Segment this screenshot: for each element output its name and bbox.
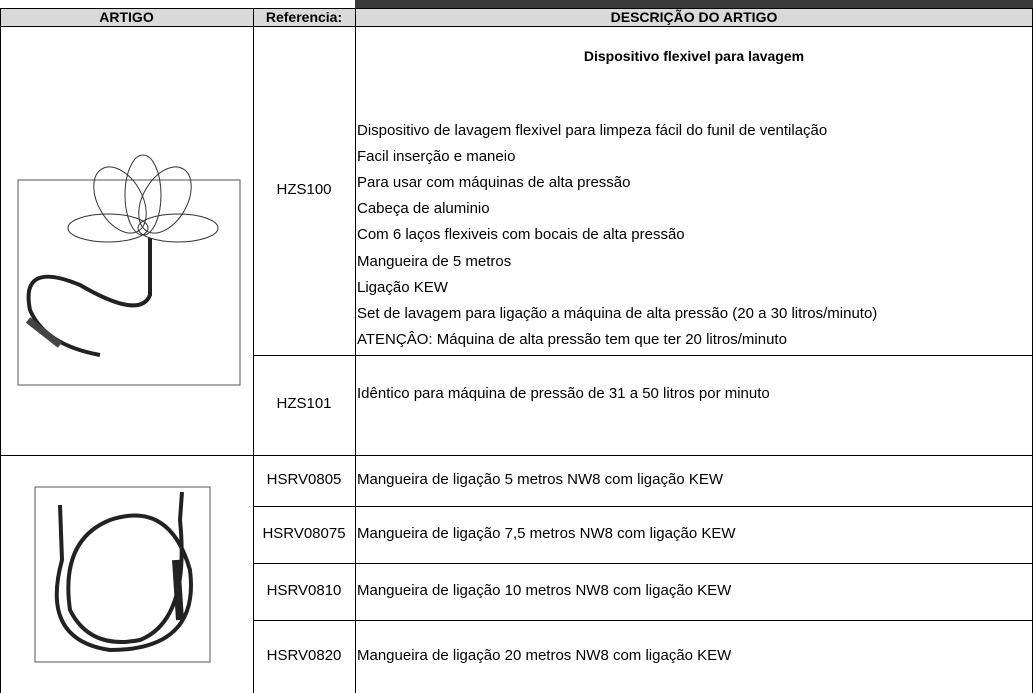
border <box>0 455 1033 456</box>
description-line: Ligação KEW <box>357 278 448 296</box>
reference: HSRV0820 <box>266 646 342 664</box>
column-header: DESCRIÇÃO DO ARTIGO <box>610 9 778 25</box>
border <box>355 8 356 693</box>
description-line: Set de lavagem para ligação a máquina de… <box>357 304 878 322</box>
lavagem-image <box>17 154 241 386</box>
group-title: Dispositivo flexivel para lavagem <box>583 48 805 64</box>
border <box>253 620 1033 621</box>
border <box>253 563 1033 564</box>
description-line: Idêntico para máquina de pressão de 31 a… <box>357 385 770 402</box>
description-line: Cabeça de aluminio <box>357 200 490 218</box>
reference: HSRV0810 <box>266 581 342 599</box>
hose-image <box>34 486 211 663</box>
description-line: Com 6 laços flexiveis com bocais de alta… <box>357 226 685 244</box>
border <box>253 8 254 693</box>
banner <box>355 0 1033 8</box>
column-header: ARTIGO <box>99 9 154 25</box>
reference: HZS101 <box>276 395 332 412</box>
reference: HSRV08075 <box>262 524 346 542</box>
description-line: Mangueira de ligação 20 metros NW8 com l… <box>357 646 732 664</box>
border <box>0 8 1033 9</box>
border <box>253 506 1033 507</box>
description-line: Para usar com máquinas de alta pressão <box>357 174 631 192</box>
border <box>0 455 253 456</box>
description-line: Dispositivo de lavagem flexivel para lim… <box>357 122 828 139</box>
column-header: Referencia: <box>265 9 343 25</box>
border <box>0 26 1033 27</box>
description-line: Mangueira de ligação 5 metros NW8 com li… <box>357 470 723 488</box>
border <box>0 8 1 693</box>
header-bg <box>0 8 1033 26</box>
description-line: Mangueira de ligação 7,5 metros NW8 com … <box>357 524 736 542</box>
description-line: ATENÇÂO: Máquina de alta pressão tem que… <box>357 330 787 348</box>
reference: HZS100 <box>276 181 332 198</box>
reference: HSRV0805 <box>266 470 342 488</box>
description-line: Mangueira de ligação 10 metros NW8 com l… <box>357 581 732 599</box>
description-line: Mangueira de 5 metros <box>357 252 512 270</box>
border <box>253 355 1033 356</box>
description-line: Facil inserção e maneio <box>357 148 516 166</box>
